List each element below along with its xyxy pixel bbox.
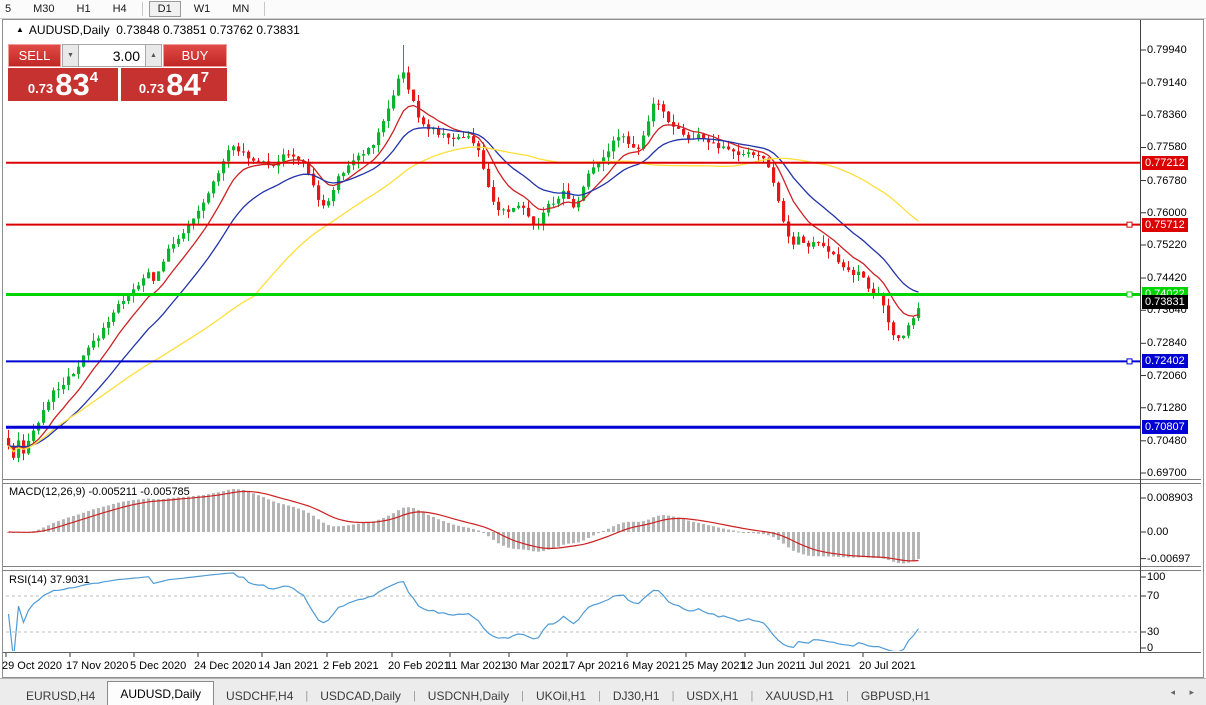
rsi-tick-label: 30 xyxy=(1147,626,1160,638)
chart-tab-usdcad[interactable]: USDCAD,Daily xyxy=(320,689,401,703)
date-tick-label: 30 Mar 2021 xyxy=(505,660,567,672)
rsi-tick-label: 100 xyxy=(1147,571,1166,583)
price-tick-label: 0.76780 xyxy=(1147,175,1187,187)
buy-price-sup: 7 xyxy=(200,69,210,86)
sell-price-display: 0.73 83 4 xyxy=(8,68,118,101)
price-tick-label: 0.76000 xyxy=(1147,207,1187,219)
date-tick-label: 17 Nov 2020 xyxy=(66,660,129,672)
tab-separator: | xyxy=(412,690,416,702)
buy-price-display: 0.73 84 7 xyxy=(121,68,227,101)
caret-down-icon: ▼ xyxy=(67,52,74,59)
trade-prices-row: 0.73 83 4 0.73 84 7 xyxy=(8,68,227,101)
timeframe-button-mn[interactable]: MN xyxy=(232,3,250,15)
tab-separator: | xyxy=(305,690,309,702)
timeframe-toolbar: 5 M30 H1 H4 D1 W1 MN xyxy=(0,0,1206,19)
price-tick-label: 0.72840 xyxy=(1147,337,1187,349)
buy-price-big: 84 xyxy=(166,67,201,102)
tab-separator: | xyxy=(845,690,849,702)
price-tick-label: 0.74420 xyxy=(1147,272,1187,284)
date-tick-label: 6 May 2021 xyxy=(623,660,681,672)
chart-tab-ukoil[interactable]: UKOil,H1 xyxy=(536,689,587,703)
rsi-tick-label: 70 xyxy=(1147,590,1160,602)
price-tick-label: 0.79940 xyxy=(1147,44,1187,56)
hline-price-label: 0.75712 xyxy=(1142,218,1188,232)
chart-window[interactable] xyxy=(2,19,1204,678)
timeframe-button-5[interactable]: 5 xyxy=(5,3,12,15)
date-tick-label: 11 Mar 2021 xyxy=(446,660,507,672)
price-tick-label: 0.78360 xyxy=(1147,109,1187,121)
rsi-label: RSI(14) 37.9031 xyxy=(9,574,90,586)
toolbar-separator xyxy=(141,2,143,16)
timeframe-button-w1[interactable]: W1 xyxy=(193,3,211,15)
price-tick-label: 0.79140 xyxy=(1147,77,1187,89)
price-tick-label: 0.77580 xyxy=(1147,141,1187,153)
current-price-label: 0.73831 xyxy=(1142,295,1188,309)
chart-tab-bar: EURUSD,H4 AUDUSD,Daily USDCHF,H4 | USDCAD,Da… xyxy=(0,678,1206,705)
date-tick-label: 25 May 2021 xyxy=(682,660,746,672)
tab-scroll-arrows[interactable]: ◂ ▸ xyxy=(1170,687,1200,697)
date-tick-label: 12 Jun 2021 xyxy=(741,660,802,672)
timeframe-button-h4[interactable]: H4 xyxy=(112,3,127,15)
price-tick-label: 0.69700 xyxy=(1147,467,1187,479)
chart-tab-usdchf[interactable]: USDCHF,H4 xyxy=(226,689,294,703)
date-tick-label: 14 Jan 2021 xyxy=(258,660,319,672)
collapse-panel-icon[interactable]: ▲ xyxy=(16,25,24,34)
date-tick-label: 24 Dec 2020 xyxy=(194,660,257,672)
tab-separator: | xyxy=(750,690,754,702)
price-tick-label: 0.70480 xyxy=(1147,435,1187,447)
chart-symbol-label: AUDUSD,Daily xyxy=(28,23,110,37)
hline-price-label: 0.72402 xyxy=(1142,354,1188,368)
price-tick-label: 0.71280 xyxy=(1147,402,1187,414)
macd-tick-label: -0.00697 xyxy=(1147,553,1191,565)
trade-buttons-row: SELL ▼ 3.00 ▲ BUY xyxy=(8,44,227,67)
chart-tab-eurusd[interactable]: EURUSD,H4 xyxy=(26,689,96,703)
chart-tab-usdx[interactable]: USDX,H1 xyxy=(686,689,739,703)
buy-price-prefix: 0.73 xyxy=(138,81,165,96)
date-tick-label: 20 Feb 2021 xyxy=(388,660,450,672)
chart-tab-dj30[interactable]: DJ30,H1 xyxy=(612,689,660,703)
price-tick-label: 0.72060 xyxy=(1147,370,1187,382)
macd-tick-label: 0.008903 xyxy=(1147,492,1193,504)
timeframe-button-m30[interactable]: M30 xyxy=(33,3,55,15)
macd-label: MACD(12,26,9) -0.005211 -0.005785 xyxy=(9,486,190,498)
hline-price-label: 0.77212 xyxy=(1142,156,1188,170)
macd-tick-label: 0.00 xyxy=(1147,526,1169,538)
date-tick-label: 5 Dec 2020 xyxy=(130,660,187,672)
buy-button[interactable]: BUY xyxy=(163,44,227,67)
caret-up-icon: ▲ xyxy=(150,52,157,59)
toolbar-separator xyxy=(264,2,266,16)
volume-field[interactable]: 3.00 xyxy=(79,44,145,67)
chart-ohlc-values: 0.73848 0.73851 0.73762 0.73831 xyxy=(116,23,300,37)
chart-tab-usdcnh[interactable]: USDCNH,Daily xyxy=(427,689,510,703)
date-tick-label: 1 Jul 2021 xyxy=(800,660,851,672)
sell-price-sup: 4 xyxy=(89,69,99,86)
tab-separator: | xyxy=(598,690,601,702)
date-tick-label: 20 Jul 2021 xyxy=(859,660,916,672)
one-click-trading-panel: SELL ▼ 3.00 ▲ BUY 0.73 83 4 0.73 84 7 xyxy=(8,44,227,101)
date-tick-label: 17 Apr 2021 xyxy=(563,660,623,672)
volume-decrease-button[interactable]: ▼ xyxy=(62,44,79,67)
tab-separator: | xyxy=(521,690,524,702)
chart-title: ▲ AUDUSD,Daily 0.73848 0.73851 0.73762 0.… xyxy=(16,23,300,37)
chart-tab-xauusd[interactable]: XAUUSD,H1 xyxy=(765,689,834,703)
chart-tab-gbpusd[interactable]: GBPUSD,H1 xyxy=(860,689,931,703)
sell-price-prefix: 0.73 xyxy=(27,81,54,96)
rsi-tick-label: 0 xyxy=(1147,642,1154,654)
timeframe-button-h1[interactable]: H1 xyxy=(76,3,91,15)
hline-price-label: 0.70807 xyxy=(1142,420,1188,434)
date-tick-label: 2 Feb 2021 xyxy=(323,660,379,672)
timeframe-button-d1[interactable]: D1 xyxy=(148,1,181,17)
sell-price-big: 83 xyxy=(55,67,90,102)
tab-separator: | xyxy=(671,690,675,702)
sell-button[interactable]: SELL xyxy=(8,44,61,67)
price-tick-label: 0.75220 xyxy=(1147,239,1187,251)
date-tick-label: 29 Oct 2020 xyxy=(2,660,62,672)
volume-increase-button[interactable]: ▲ xyxy=(145,44,162,67)
chart-tab-audusd[interactable]: AUDUSD,Daily xyxy=(107,681,215,705)
